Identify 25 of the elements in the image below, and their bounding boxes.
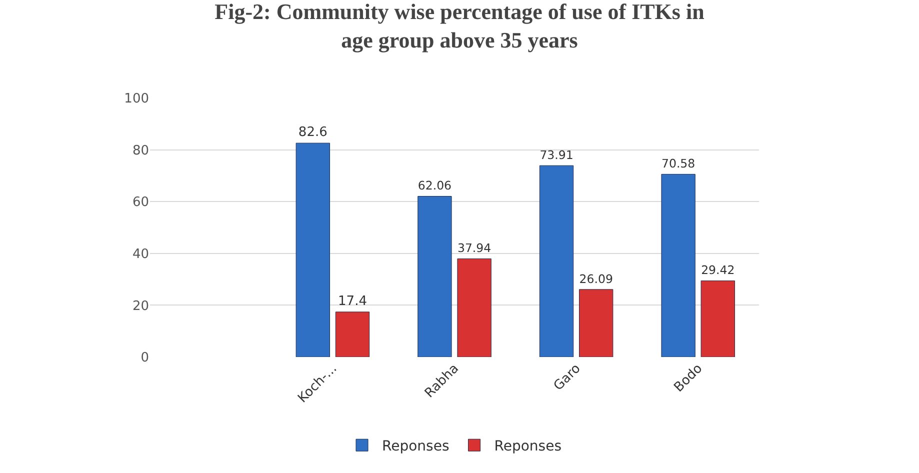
bar	[539, 165, 574, 357]
legend-label: Reponses	[382, 438, 450, 455]
y-tick-label: 100	[124, 92, 149, 107]
data-label: 82.6	[298, 125, 328, 140]
y-tick-label: 0	[140, 350, 149, 366]
y-tick-label: 60	[132, 195, 149, 210]
data-label: 73.91	[540, 148, 574, 162]
data-label: 17.4	[338, 294, 367, 309]
bar	[700, 280, 735, 357]
data-label: 62.06	[418, 178, 452, 193]
legend-label: Reponses	[494, 438, 562, 455]
bar	[579, 289, 614, 357]
data-label: 26.09	[579, 272, 613, 286]
bar	[296, 142, 330, 357]
chart-title: Fig-2: Community wise percentage of use of ITKs in age group above 35 years	[214, 0, 704, 53]
data-label: 37.94	[457, 241, 492, 256]
bar	[335, 312, 370, 357]
y-tick-label: 20	[132, 298, 149, 314]
bar	[418, 196, 452, 357]
bar	[457, 258, 492, 357]
y-tick-label: 80	[132, 143, 149, 158]
data-label: 70.58	[661, 156, 696, 171]
bar	[661, 174, 696, 357]
data-label: 29.42	[701, 263, 735, 278]
y-tick-label: 40	[132, 246, 149, 262]
